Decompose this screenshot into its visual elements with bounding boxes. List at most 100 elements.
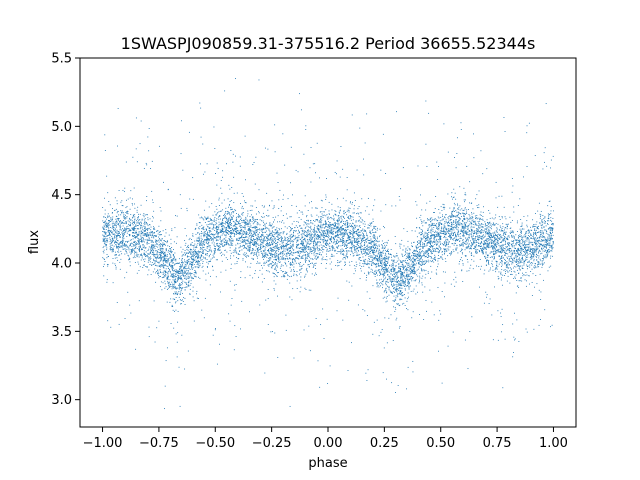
data-point (225, 241, 227, 243)
data-point (478, 231, 480, 233)
data-point (368, 256, 370, 258)
data-point (323, 223, 325, 225)
data-point (225, 211, 226, 213)
data-point (335, 231, 336, 233)
data-point (486, 260, 488, 261)
data-point (268, 235, 270, 236)
data-point (406, 262, 408, 264)
data-point (512, 236, 514, 238)
data-point (194, 275, 196, 277)
data-point (358, 241, 360, 243)
data-point (390, 280, 392, 282)
data-point (412, 311, 414, 313)
data-point (119, 242, 121, 244)
data-point (167, 274, 169, 276)
data-point (360, 260, 362, 261)
data-point (188, 280, 190, 282)
data-point (186, 247, 188, 249)
data-point (459, 259, 461, 261)
data-point (438, 166, 440, 167)
data-point (319, 221, 320, 223)
data-point (320, 244, 322, 246)
data-point (426, 234, 428, 236)
data-point (372, 249, 374, 251)
data-point (467, 246, 469, 248)
data-point (107, 224, 109, 226)
data-point (276, 272, 278, 274)
data-point (356, 225, 358, 227)
data-point (384, 278, 386, 280)
data-point (106, 175, 108, 177)
data-point (382, 252, 384, 254)
data-point (399, 281, 400, 283)
data-point (249, 210, 251, 211)
data-point (104, 222, 106, 224)
data-point (457, 227, 459, 229)
data-point (272, 208, 274, 210)
data-point (473, 241, 474, 243)
data-point (267, 250, 269, 252)
data-point (122, 246, 124, 248)
data-point (478, 222, 479, 224)
data-point (391, 283, 392, 285)
data-point (486, 232, 488, 233)
data-point (157, 233, 159, 235)
data-point (368, 272, 370, 274)
data-point (472, 268, 474, 270)
data-point (348, 299, 350, 301)
data-point (268, 271, 270, 273)
data-point (141, 239, 143, 241)
data-point (274, 237, 276, 239)
data-point (138, 213, 139, 215)
data-point (206, 261, 208, 263)
data-point (353, 245, 355, 247)
data-point (370, 246, 372, 248)
data-point (379, 283, 380, 285)
data-point (369, 246, 371, 248)
data-point (326, 229, 328, 231)
data-point (295, 225, 297, 227)
data-point (400, 268, 401, 270)
data-point (193, 274, 195, 276)
data-point (187, 285, 189, 287)
data-point (385, 253, 387, 255)
data-point (171, 246, 173, 248)
data-point (384, 264, 385, 266)
data-point (526, 240, 528, 242)
data-point (469, 233, 471, 235)
data-point (166, 265, 168, 267)
data-point (377, 285, 379, 286)
data-point (236, 257, 237, 259)
data-point (261, 240, 263, 242)
data-point (433, 240, 435, 242)
data-point (116, 238, 118, 240)
data-point (115, 223, 117, 225)
data-point (552, 234, 554, 236)
data-point (526, 220, 528, 222)
data-point (498, 255, 500, 257)
data-point (310, 230, 311, 232)
data-point (176, 271, 177, 273)
data-point (358, 225, 360, 227)
data-point (149, 224, 151, 226)
data-point (153, 253, 154, 255)
data-point (242, 226, 244, 228)
data-point (175, 297, 177, 298)
data-point (191, 253, 193, 255)
data-point (130, 219, 132, 221)
data-point (107, 238, 109, 240)
data-point (441, 223, 443, 225)
data-point (387, 274, 389, 276)
data-point (176, 356, 178, 358)
data-point (146, 221, 147, 223)
data-point (548, 266, 550, 268)
data-point (462, 221, 464, 223)
data-point (467, 226, 469, 228)
data-point (477, 232, 479, 234)
data-point (332, 246, 334, 248)
data-point (127, 241, 128, 243)
data-point (205, 200, 207, 202)
data-point (390, 256, 392, 258)
data-point (186, 260, 188, 262)
data-point (296, 237, 298, 239)
